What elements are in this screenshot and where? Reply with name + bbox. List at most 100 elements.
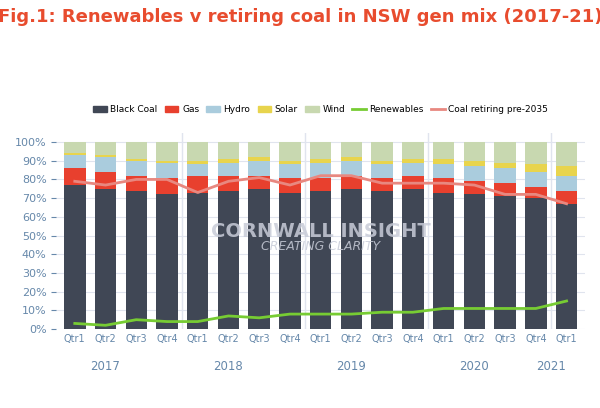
Bar: [464, 161, 485, 166]
Coal retiring pre-2035: [532, 192, 539, 197]
Renewables: [225, 313, 232, 318]
Bar: [371, 191, 393, 329]
Bar: [310, 191, 331, 329]
Coal retiring pre-2035: [225, 179, 232, 184]
Bar: [310, 159, 331, 163]
Bar: [64, 142, 86, 153]
Coal retiring pre-2035: [409, 181, 416, 186]
Text: Fig.1: Renewables v retiring coal in NSW gen mix (2017-21): Fig.1: Renewables v retiring coal in NSW…: [0, 8, 600, 26]
Bar: [494, 163, 516, 168]
Bar: [525, 198, 547, 329]
Bar: [525, 164, 547, 172]
Bar: [64, 185, 86, 329]
Bar: [310, 177, 331, 191]
Renewables: [286, 312, 293, 317]
Bar: [310, 163, 331, 177]
Renewables: [133, 317, 140, 322]
Bar: [433, 193, 454, 329]
Bar: [494, 196, 516, 329]
Bar: [95, 172, 116, 189]
Bar: [464, 181, 485, 194]
Renewables: [102, 323, 109, 328]
Bar: [156, 177, 178, 194]
Bar: [402, 189, 424, 329]
Text: CREATING CLARITY: CREATING CLARITY: [261, 240, 380, 253]
Bar: [310, 142, 331, 159]
Bar: [371, 142, 393, 161]
Bar: [279, 177, 301, 193]
Coal retiring pre-2035: [71, 179, 79, 184]
Bar: [125, 159, 147, 161]
Bar: [279, 193, 301, 329]
Coal retiring pre-2035: [194, 190, 202, 195]
Bar: [218, 159, 239, 163]
Bar: [494, 168, 516, 183]
Bar: [341, 157, 362, 161]
Bar: [464, 142, 485, 161]
Bar: [556, 204, 577, 329]
Line: Renewables: Renewables: [75, 301, 566, 325]
Bar: [187, 164, 208, 176]
Bar: [279, 161, 301, 164]
Bar: [95, 155, 116, 157]
Bar: [218, 191, 239, 329]
Renewables: [163, 319, 170, 324]
Renewables: [563, 299, 570, 304]
Text: 2020: 2020: [460, 359, 489, 373]
Bar: [525, 187, 547, 198]
Coal retiring pre-2035: [440, 181, 447, 186]
Bar: [95, 189, 116, 329]
Coal retiring pre-2035: [563, 201, 570, 206]
Text: 2021: 2021: [536, 359, 566, 373]
Renewables: [440, 306, 447, 311]
Bar: [556, 176, 577, 191]
Bar: [464, 166, 485, 181]
Bar: [371, 177, 393, 191]
Bar: [525, 142, 547, 164]
Bar: [125, 161, 147, 176]
Bar: [156, 142, 178, 161]
Text: 2017: 2017: [91, 359, 121, 373]
Bar: [279, 164, 301, 177]
Bar: [64, 168, 86, 185]
Bar: [525, 172, 547, 187]
Bar: [248, 142, 270, 157]
Bar: [371, 161, 393, 164]
Text: CORNWALL INSIGHT: CORNWALL INSIGHT: [211, 222, 431, 241]
Bar: [95, 142, 116, 155]
Bar: [371, 164, 393, 177]
Renewables: [379, 310, 386, 315]
Renewables: [256, 315, 263, 320]
Legend: Black Coal, Gas, Hydro, Solar, Wind, Renewables, Coal retiring pre-2035: Black Coal, Gas, Hydro, Solar, Wind, Ren…: [89, 102, 551, 118]
Bar: [218, 176, 239, 191]
Bar: [341, 176, 362, 189]
Bar: [402, 142, 424, 159]
Bar: [494, 183, 516, 196]
Bar: [187, 142, 208, 161]
Bar: [156, 161, 178, 163]
Bar: [156, 163, 178, 177]
Bar: [187, 161, 208, 164]
Line: Coal retiring pre-2035: Coal retiring pre-2035: [75, 176, 566, 204]
Coal retiring pre-2035: [379, 181, 386, 186]
Renewables: [502, 306, 509, 311]
Coal retiring pre-2035: [133, 177, 140, 182]
Bar: [64, 155, 86, 168]
Bar: [464, 194, 485, 329]
Bar: [218, 142, 239, 159]
Coal retiring pre-2035: [317, 173, 324, 178]
Bar: [556, 166, 577, 176]
Bar: [187, 193, 208, 329]
Bar: [279, 142, 301, 161]
Renewables: [348, 312, 355, 317]
Coal retiring pre-2035: [163, 177, 170, 182]
Bar: [218, 163, 239, 176]
Coal retiring pre-2035: [102, 183, 109, 188]
Bar: [248, 176, 270, 189]
Bar: [433, 164, 454, 177]
Bar: [402, 176, 424, 189]
Bar: [125, 176, 147, 191]
Coal retiring pre-2035: [256, 175, 263, 180]
Bar: [402, 163, 424, 176]
Renewables: [409, 310, 416, 315]
